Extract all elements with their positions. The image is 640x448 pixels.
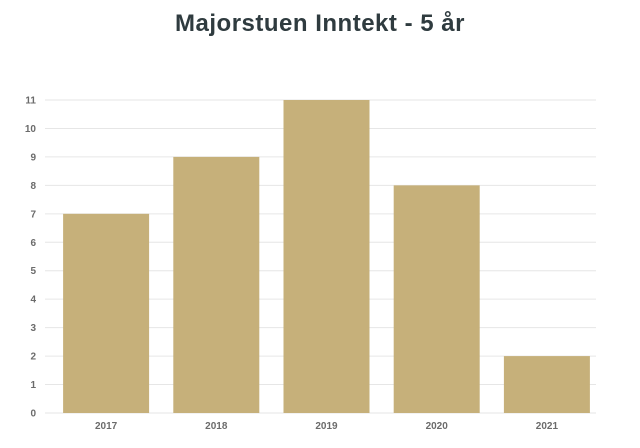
x-tick-label: 2017 bbox=[95, 421, 118, 432]
x-tick-label: 2020 bbox=[426, 421, 449, 432]
y-tick-label: 6 bbox=[30, 238, 36, 249]
y-tick-label: 1 bbox=[30, 380, 36, 391]
bar-2018 bbox=[173, 156, 260, 413]
y-tick-label: 2 bbox=[30, 352, 36, 363]
y-tick-label: 0 bbox=[30, 409, 36, 420]
y-tick-label: 8 bbox=[30, 181, 36, 192]
chart-title: Majorstuen Inntekt - 5 år bbox=[175, 10, 465, 37]
y-axis-ticks: 0 1 2 3 4 5 6 7 8 9 10 11 bbox=[25, 96, 37, 420]
bars bbox=[63, 100, 590, 413]
bar-2019 bbox=[283, 100, 370, 413]
x-tick-label: 2021 bbox=[536, 421, 559, 432]
y-tick-label: 7 bbox=[30, 209, 36, 220]
x-tick-label: 2018 bbox=[205, 421, 228, 432]
bar-2020 bbox=[393, 185, 480, 413]
x-axis-ticks: 2017 2018 2019 2020 2021 bbox=[95, 421, 558, 432]
y-tick-label: 4 bbox=[30, 295, 36, 306]
y-tick-label: 3 bbox=[30, 323, 36, 334]
bar-2021 bbox=[503, 356, 590, 413]
x-tick-label: 2019 bbox=[315, 421, 338, 432]
bar-2017 bbox=[63, 213, 150, 413]
y-tick-label: 5 bbox=[30, 266, 36, 277]
y-tick-label: 11 bbox=[25, 96, 36, 107]
y-tick-label: 9 bbox=[30, 152, 36, 163]
y-tick-label: 10 bbox=[25, 124, 37, 135]
